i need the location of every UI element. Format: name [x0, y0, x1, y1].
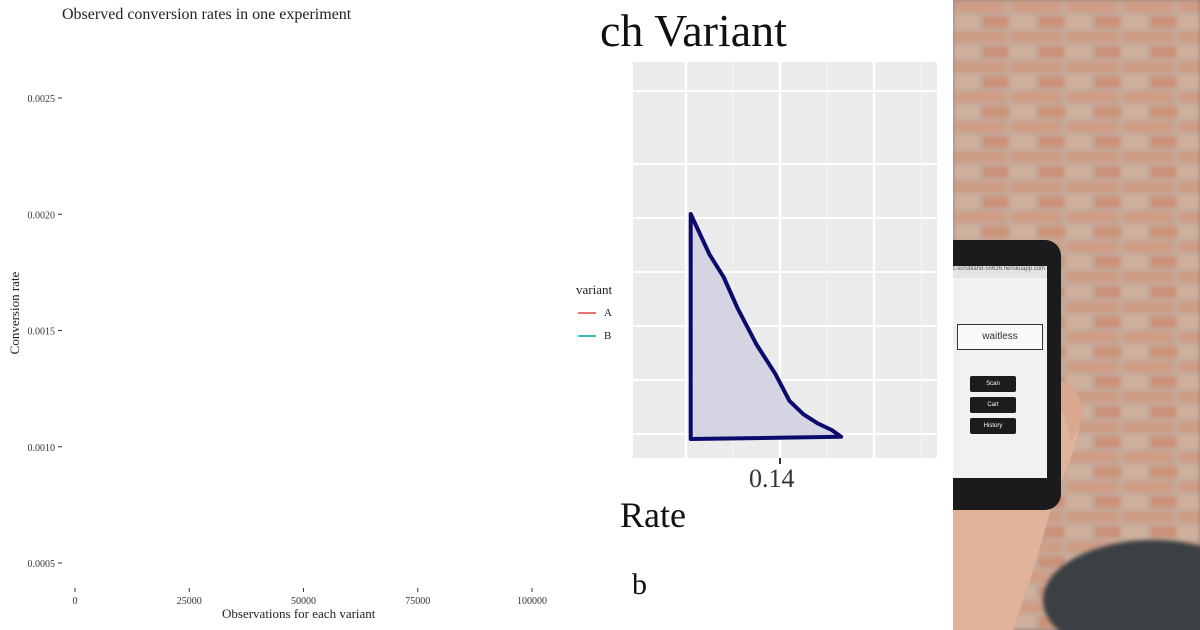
legend-item-a: A	[578, 307, 612, 319]
x-tick-label: 0	[73, 596, 78, 607]
density-plot-svg	[633, 62, 937, 464]
legend-title: variant	[576, 282, 613, 297]
chart-title: Observed conversion rates in one experim…	[62, 6, 352, 23]
legend-swatch-b	[578, 335, 596, 337]
x-tick-label: 100000	[517, 596, 547, 607]
y-tick-label: 0.0005	[28, 559, 56, 570]
phone-photo: lc-scrubland-55626.herokuapp.com waitles…	[953, 0, 1200, 630]
y-tick-label: 0.0020	[28, 210, 56, 221]
legend-label-a: A	[604, 307, 612, 319]
scan-button[interactable]: Scan	[970, 376, 1016, 392]
legend-label-b: B	[604, 330, 612, 342]
y-tick-label: 0.0015	[28, 327, 56, 338]
legend-item-b: B	[578, 330, 611, 342]
conversion-plot-svg: 0.0005 0.0010 0.0015 0.0020 0.0025 0 25000 5000…	[28, 94, 548, 607]
density-xlabel-fragment: Rate	[620, 495, 686, 535]
density-x-tick: 0.14	[749, 464, 795, 493]
density-legend-fragment: b	[632, 568, 647, 601]
y-tick-label: 0.0010	[28, 443, 56, 454]
cart-button[interactable]: Cart	[970, 397, 1016, 413]
phone-screen: lc-scrubland-55626.herokuapp.com waitles…	[953, 266, 1047, 478]
x-tick-label: 50000	[291, 596, 316, 607]
x-tick-label: 75000	[405, 596, 430, 607]
density-area-b	[688, 212, 844, 441]
y-tick-label: 0.0025	[28, 94, 56, 105]
x-axis-label: Observations for each variant	[222, 606, 376, 621]
density-chart-crop	[620, 0, 953, 630]
x-tick-label: 25000	[177, 596, 202, 607]
legend-swatch-a	[578, 312, 596, 314]
y-axis-label: Conversion rate	[7, 271, 22, 355]
conversion-rate-chart: Observed conversion rates in one experim…	[7, 6, 613, 621]
waitless-logo: waitless	[957, 324, 1043, 350]
phone-url-bar: lc-scrubland-55626.herokuapp.com	[953, 266, 1047, 278]
history-button[interactable]: History	[970, 418, 1016, 434]
phone-device: lc-scrubland-55626.herokuapp.com waitles…	[953, 240, 1061, 510]
density-title-fragment: ch Variant	[600, 5, 787, 56]
